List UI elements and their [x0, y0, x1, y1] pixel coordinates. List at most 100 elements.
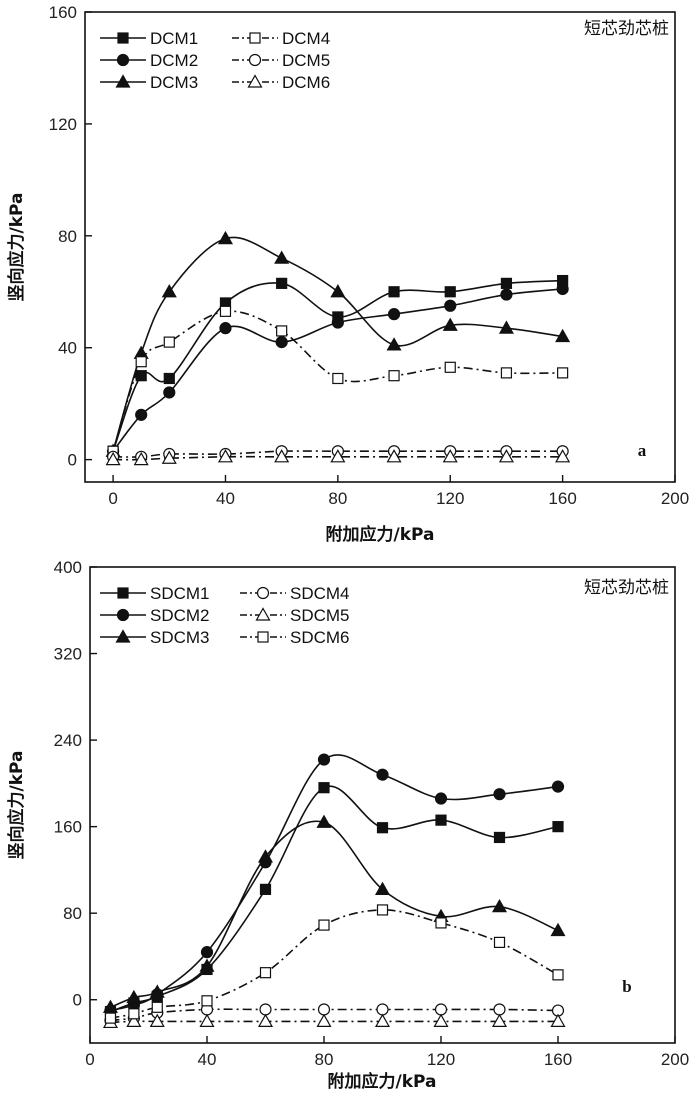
data-point: [434, 792, 448, 805]
x-tick-label: 200: [661, 1050, 689, 1069]
x-tick-label: 120: [436, 489, 464, 508]
data-point: [135, 370, 147, 382]
y-tick-label: 0: [68, 451, 77, 470]
legend-item: DCM3: [100, 73, 198, 92]
data-point: [387, 308, 401, 321]
series-sdcm3: [102, 814, 566, 1013]
legend-label: SDCM4: [290, 584, 350, 603]
x-tick-label: 0: [108, 489, 117, 508]
legend-item: SDCM1: [100, 584, 210, 603]
data-point: [133, 451, 149, 466]
legend-item: SDCM5: [240, 606, 350, 625]
legend-label: SDCM3: [150, 628, 210, 647]
data-point: [317, 1003, 331, 1016]
legend-item: SDCM6: [240, 628, 350, 647]
y-tick-label: 40: [58, 339, 77, 358]
tick-group: 0 40 80 120 160 200 0 80 160 240 320 400: [54, 558, 690, 1069]
legend-marker: [115, 74, 131, 88]
data-point: [274, 449, 290, 463]
plot-frame: [89, 566, 676, 1044]
legend-marker: [256, 586, 270, 600]
data-point: [388, 286, 400, 298]
x-tick-label: 200: [661, 489, 689, 508]
data-point: [555, 449, 571, 463]
data-point: [135, 408, 148, 421]
data-point: [219, 322, 232, 335]
legend-marker: [117, 587, 129, 599]
data-point: [498, 449, 514, 463]
legend-item: SDCM4: [240, 584, 350, 603]
data-point: [376, 822, 389, 834]
data-point: [316, 814, 332, 828]
legend-item: DCM5: [232, 51, 330, 70]
data-point: [199, 958, 215, 972]
series-line: [113, 455, 563, 461]
data-point: [493, 1003, 506, 1016]
series-dcm1: [107, 274, 569, 457]
y-tick-label: 320: [54, 645, 82, 664]
data-point: [374, 881, 391, 895]
data-point: [199, 1013, 215, 1027]
data-point: [500, 288, 513, 301]
x-tick-label: 40: [198, 1050, 217, 1069]
legend-marker: [115, 629, 131, 643]
legend-label: SDCM2: [150, 606, 210, 625]
chart-panel-b: 0 40 80 120 160 200 0 80 160 240 320 400 SDCM1 SDCM2…: [6, 558, 689, 1092]
y-tick-label: 80: [63, 904, 82, 923]
data-point: [500, 277, 513, 289]
y-tick-label: 400: [54, 558, 82, 577]
legend-label: SDCM6: [290, 628, 350, 647]
x-tick-label: 160: [548, 489, 576, 508]
y-tick-label: 160: [49, 3, 77, 22]
data-point: [552, 821, 564, 833]
data-point: [442, 449, 458, 463]
data-point: [550, 922, 566, 937]
legend-marker: [116, 608, 130, 622]
chart-annotation: 短芯劲芯桩: [584, 19, 669, 39]
data-point: [386, 337, 402, 351]
x-tick-label: 80: [328, 489, 347, 508]
legend-item: DCM2: [100, 51, 198, 70]
legend-label: DCM4: [282, 29, 330, 48]
data-point: [161, 284, 177, 298]
data-point: [444, 361, 456, 373]
legend-item: SDCM3: [100, 628, 210, 647]
data-point: [149, 984, 165, 998]
y-axis-label: 竖向应力/kPa: [6, 751, 27, 860]
data-point: [274, 250, 290, 264]
series-line: [110, 909, 559, 1019]
x-axis-label: 附加应力/kPa: [326, 524, 435, 545]
data-point: [498, 320, 514, 334]
y-tick-label: 240: [54, 731, 82, 750]
legend-label: SDCM1: [150, 584, 210, 603]
series-dcm4: [107, 305, 569, 457]
data-point: [330, 284, 346, 298]
data-point: [318, 919, 330, 931]
data-point: [163, 372, 175, 385]
legend-marker: [249, 32, 261, 44]
legend-marker: [117, 32, 129, 44]
series-sdcm6: [104, 904, 564, 1024]
data-point: [331, 316, 344, 329]
data-point: [550, 1013, 566, 1027]
data-point: [105, 451, 121, 466]
data-point: [259, 967, 272, 979]
series-line: [112, 236, 563, 452]
series-line: [110, 785, 559, 1013]
data-point: [388, 370, 400, 382]
y-tick-label: 160: [54, 818, 82, 837]
data-point: [493, 831, 506, 844]
data-point: [376, 904, 389, 916]
x-tick-label: 120: [427, 1050, 455, 1069]
series-line: [112, 310, 563, 452]
data-point: [275, 336, 288, 349]
series-line: [110, 820, 559, 1009]
series-line: [112, 288, 563, 452]
data-point: [444, 299, 457, 312]
data-point: [151, 1001, 163, 1013]
series-dcm3: [105, 230, 571, 457]
data-point: [442, 317, 458, 331]
series-line: [110, 1020, 558, 1024]
legend: SDCM1 SDCM2 SDCM3 SDCM4 SDCM5 SDCM6: [100, 584, 350, 647]
data-point: [219, 305, 232, 317]
